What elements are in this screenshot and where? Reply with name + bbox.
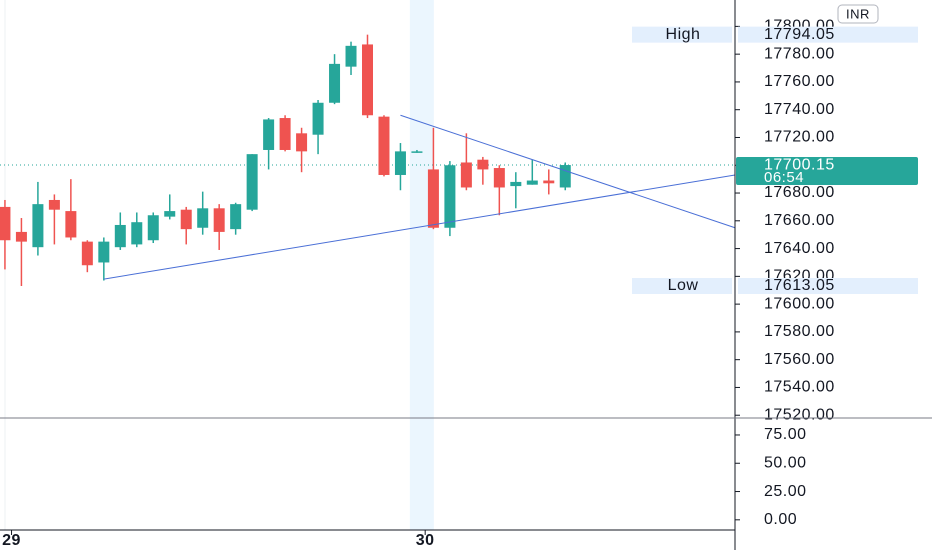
candle-body <box>246 154 258 210</box>
low-label: Low <box>668 277 699 294</box>
axis-layer: 17520.00 17540.00 17560.00 17580.00 17600.00… <box>2 18 918 549</box>
candle-body <box>411 151 423 153</box>
candle-body <box>526 180 538 185</box>
main-layer <box>0 34 736 287</box>
candle-body <box>543 180 555 184</box>
candle-body <box>114 224 126 248</box>
candle-body <box>197 208 209 228</box>
y-tick-label: 17660.00 <box>764 212 835 229</box>
candle-body <box>296 133 308 152</box>
candle-body <box>65 211 77 238</box>
candle-body <box>329 63 341 103</box>
candle-body <box>362 44 373 116</box>
candle-body <box>98 241 110 263</box>
y-tick-label: 17520.00 <box>764 406 835 423</box>
y-tick-label: 17580.00 <box>764 323 835 340</box>
countdown: 06:54 <box>764 169 804 186</box>
candle-body <box>427 169 439 228</box>
candle-body <box>510 181 522 187</box>
candle-body <box>48 199 60 210</box>
session-highlight <box>409 0 434 530</box>
candle-body <box>279 118 291 150</box>
candle-body <box>460 162 472 188</box>
high-label: High <box>666 26 701 43</box>
candle-body <box>0 206 11 241</box>
indicator-tick-label: 50.00 <box>764 454 807 471</box>
indicator-tick-label: 25.00 <box>764 483 807 500</box>
y-tick-label: 17780.00 <box>764 45 835 62</box>
candle-body <box>559 165 571 188</box>
candle-body <box>230 204 242 230</box>
candle-body <box>378 116 390 175</box>
candle-body <box>131 222 143 245</box>
candle-body <box>213 208 225 232</box>
y-tick-label: 17600.00 <box>764 295 835 312</box>
y-tick-label: 17680.00 <box>764 184 835 201</box>
x-tick-label: 29 <box>2 532 21 549</box>
last-price-box <box>736 157 918 186</box>
currency-label: INR <box>846 6 870 21</box>
low-label-box <box>632 278 732 295</box>
high-label-box <box>632 26 732 43</box>
candle-body <box>394 151 406 175</box>
y-tick-label: 17640.00 <box>764 240 835 257</box>
candle-body <box>444 165 456 228</box>
currency-box[interactable] <box>837 4 879 24</box>
low-value-box <box>738 278 918 295</box>
trendline <box>400 114 736 229</box>
candle-body <box>15 231 27 242</box>
candle-body <box>32 204 44 248</box>
candle-body <box>180 209 192 230</box>
y-tick-label: 17540.00 <box>764 379 835 396</box>
candle-body <box>312 102 324 135</box>
y-tick-label: 17720.00 <box>764 129 835 146</box>
x-tick-label: 30 <box>416 532 435 549</box>
candle-body <box>477 159 489 170</box>
candle-body <box>164 211 176 217</box>
back-layer <box>0 0 735 530</box>
indicator-tick-label: 75.00 <box>764 426 807 443</box>
candle-body <box>345 45 357 67</box>
candle-body <box>493 168 505 188</box>
y-tick-label: 17740.00 <box>764 101 835 118</box>
high-value-box <box>738 26 918 43</box>
y-tick-label: 17560.00 <box>764 351 835 368</box>
candle-body <box>263 119 275 150</box>
trendline <box>103 174 736 280</box>
y-tick-label: 17760.00 <box>764 73 835 90</box>
last-price-value: 17700.15 <box>764 156 835 173</box>
candle-body <box>147 215 159 241</box>
candle-body <box>81 241 93 266</box>
indicator-tick-label: 0.00 <box>764 511 797 528</box>
high-value: 17794.05 <box>764 26 835 43</box>
low-value: 17613.05 <box>764 277 835 294</box>
